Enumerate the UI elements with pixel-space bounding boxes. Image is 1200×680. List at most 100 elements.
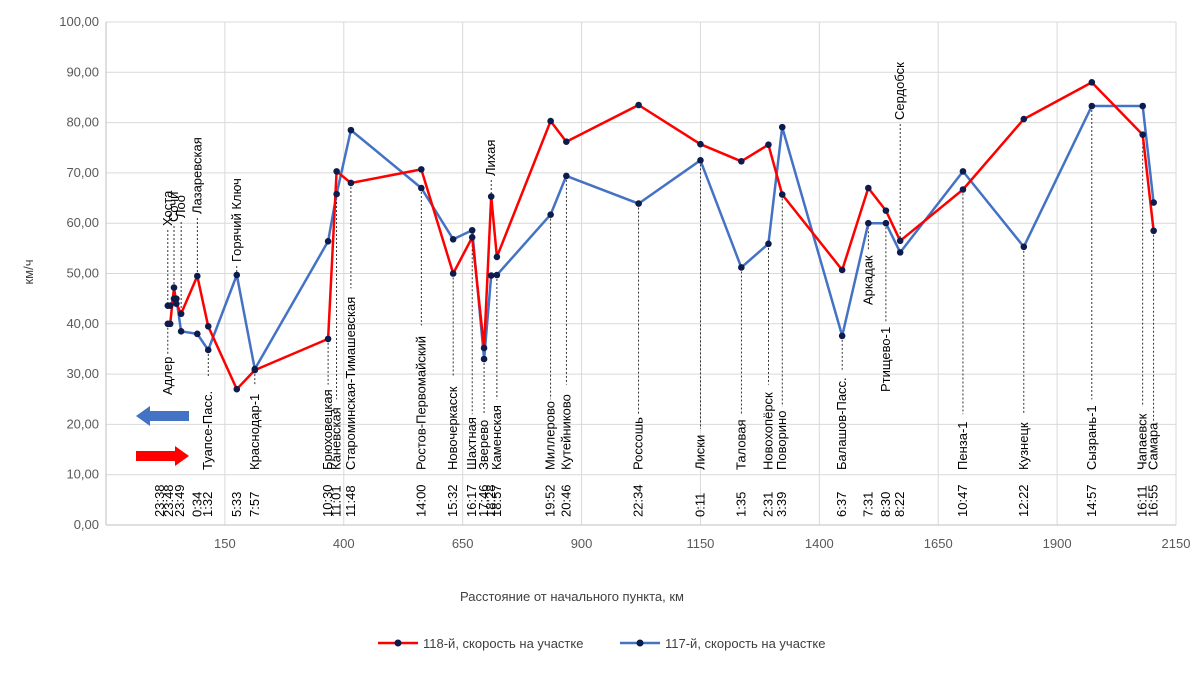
station-label: Зверево <box>476 420 491 470</box>
station-label: Кутейниково <box>558 394 573 470</box>
data-point-117 <box>173 295 180 302</box>
series-lines <box>164 79 1157 393</box>
time-label: 8:22 <box>892 492 907 517</box>
y-tick-label: 30,00 <box>66 366 99 381</box>
station-label: Ростов-Первомайский <box>413 336 428 470</box>
time-label: 16:11 <box>1135 485 1150 517</box>
time-label: 11:01 <box>329 485 344 517</box>
data-point-118 <box>468 233 476 241</box>
time-label: 18:28 <box>483 484 498 517</box>
time-label: 0:11 <box>692 493 707 517</box>
station-label: Каневская <box>329 407 344 470</box>
data-point-118 <box>233 385 241 393</box>
time-label: 14:00 <box>413 484 428 517</box>
series-line-117 <box>167 104 1155 371</box>
station-label: Сердобск <box>892 62 907 120</box>
data-point-118 <box>765 141 772 149</box>
station-label: Шахтная <box>464 417 479 470</box>
data-point-117 <box>738 264 745 271</box>
data-point-117 <box>563 172 570 180</box>
station-label: Балашов-Пасс. <box>834 377 849 470</box>
station-label: Горячий Ключ <box>229 178 244 262</box>
data-point-118 <box>449 270 457 277</box>
data-point-118 <box>417 166 425 173</box>
station-label: Лазаревская <box>189 137 204 214</box>
gridlines <box>106 21 1177 525</box>
y-tick-label: 40,00 <box>66 316 99 331</box>
data-point-118 <box>204 323 212 330</box>
data-point-118 <box>959 186 967 193</box>
x-tick-label: 900 <box>571 536 593 551</box>
x-tick-label: 150 <box>214 536 236 551</box>
data-point-118 <box>480 344 488 352</box>
data-point-117 <box>194 330 201 338</box>
station-label: Лиски <box>692 435 707 470</box>
station-label: Брюховецкая <box>320 389 335 470</box>
time-label: 23:48 <box>161 484 176 517</box>
legend-label-118: 118-й, скорость на участке <box>423 636 583 651</box>
time-label: 0:34 <box>189 492 204 517</box>
data-point-117 <box>177 328 185 335</box>
data-point-117 <box>204 346 212 354</box>
data-point-117 <box>166 302 174 309</box>
data-point-118 <box>778 191 786 198</box>
data-point-117 <box>959 168 967 175</box>
data-point-118 <box>738 158 745 165</box>
y-tick-label: 20,00 <box>66 416 99 431</box>
station-label: Староминская-Тимашевская <box>343 297 358 470</box>
data-point-117 <box>896 249 904 256</box>
x-tick-label: 1900 <box>1043 536 1072 551</box>
data-point-117 <box>1088 102 1096 110</box>
y-tick-label: 0,00 <box>74 517 99 532</box>
station-leader-lines <box>167 110 1155 429</box>
time-label: 2:31 <box>760 492 775 517</box>
data-point-118 <box>1088 79 1096 86</box>
station-label: Каменская <box>489 405 504 470</box>
y-tick-label: 10,00 <box>66 467 99 482</box>
data-point-117 <box>1139 102 1147 110</box>
data-point-118 <box>194 272 201 280</box>
station-label: Сочи <box>166 192 181 222</box>
data-point-117 <box>635 200 642 207</box>
data-point-118 <box>166 320 174 328</box>
data-point-117 <box>324 238 332 245</box>
data-point-117 <box>882 219 890 227</box>
station-label: Лоо <box>173 195 188 218</box>
data-point-117 <box>493 271 501 279</box>
y-axis-title: км/ч <box>21 259 36 284</box>
data-point-118 <box>493 253 501 261</box>
time-label: 17:46 <box>476 484 491 517</box>
data-point-117 <box>417 184 425 192</box>
time-label: 19:52 <box>543 484 558 517</box>
time-label: 10:47 <box>955 484 970 517</box>
axes: 0,00 10,00 20,00 30,00 40,00 50,00 60,00 70,00 8… <box>59 14 1190 551</box>
station-label: Поворино <box>774 411 789 470</box>
station-label: Новохопёрск <box>760 392 775 470</box>
time-label: 20:46 <box>558 484 573 517</box>
legend-marker-118 <box>394 639 402 647</box>
data-point-118 <box>487 193 495 200</box>
data-point-117 <box>487 272 495 279</box>
station-label: Сызрань-1 <box>1084 405 1099 470</box>
time-label: 23:49 <box>172 484 187 517</box>
x-axis-title: Расстояние от начального пункта, км <box>460 589 684 604</box>
data-point-117 <box>697 157 704 164</box>
time-label: 3:39 <box>774 492 789 517</box>
data-point-118 <box>177 310 185 318</box>
time-label: 1:35 <box>733 492 748 517</box>
time-label: 16:17 <box>464 484 479 517</box>
legend-label-117: 117-й, скорость на участке <box>665 636 825 651</box>
data-point-117 <box>333 190 340 198</box>
data-point-117 <box>233 271 241 279</box>
station-label: Аркадак <box>860 255 875 305</box>
station-label: Лихая <box>483 140 498 176</box>
data-point-117 <box>865 219 872 227</box>
time-label: 15:32 <box>445 484 460 517</box>
data-point-118 <box>170 284 178 291</box>
station-label: Таловая <box>733 419 748 470</box>
x-tick-label: 650 <box>452 536 474 551</box>
station-label: Кузнецк <box>1016 422 1031 470</box>
station-label: Пенза-1 <box>955 421 970 470</box>
